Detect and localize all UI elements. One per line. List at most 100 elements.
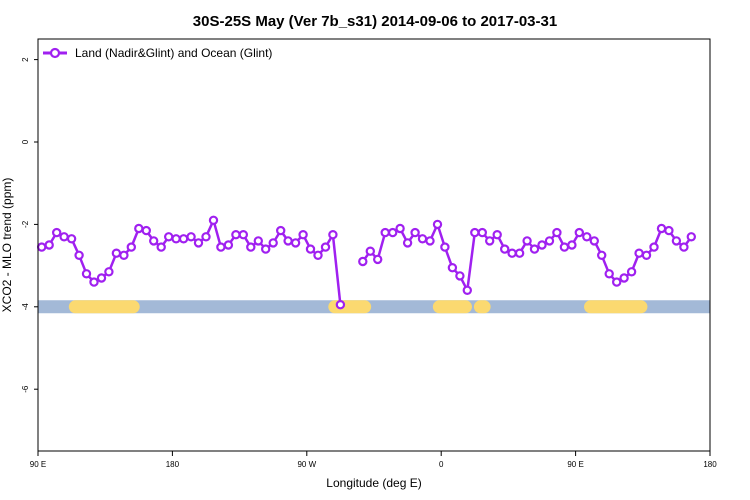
data-point — [604, 269, 614, 279]
data-point — [66, 234, 77, 244]
data-point — [290, 238, 301, 248]
data-point — [582, 232, 592, 242]
data-point — [477, 227, 487, 238]
data-point — [89, 277, 99, 287]
data-point — [328, 229, 338, 240]
x-axis-label: Longitude (deg E) — [326, 476, 421, 490]
data-point — [96, 273, 107, 283]
data-point — [208, 215, 219, 225]
data-point — [148, 236, 159, 246]
data-point — [268, 238, 278, 248]
y-tick-label: -6 — [21, 385, 30, 393]
data-point — [522, 236, 532, 246]
data-point — [298, 229, 308, 240]
data-point — [388, 227, 398, 238]
data-point — [612, 277, 622, 287]
data-point — [485, 236, 495, 246]
data-point — [358, 256, 368, 267]
data-point — [552, 227, 562, 238]
data-point — [425, 236, 435, 246]
data-point — [171, 234, 181, 244]
chart-title: 30S-25S May (Ver 7b_s31) 2014-09-06 to 2… — [193, 13, 557, 30]
data-point — [283, 236, 293, 246]
data-point — [410, 227, 420, 238]
y-axis-label: XCO2 - MLO trend (ppm) — [0, 178, 14, 313]
data-point — [440, 242, 450, 252]
data-point — [492, 229, 502, 240]
data-point — [141, 225, 151, 236]
data-point — [178, 234, 189, 244]
data-point — [567, 240, 577, 250]
data-point — [417, 234, 428, 244]
legend-marker — [49, 47, 61, 59]
data-point — [574, 227, 585, 238]
data-point — [276, 225, 286, 236]
x-tick-label: 90 E — [567, 460, 583, 469]
x-tick-label: 180 — [703, 460, 717, 469]
data-point — [470, 227, 480, 238]
data-point — [589, 236, 600, 246]
data-point — [111, 248, 122, 258]
data-point — [656, 223, 667, 234]
data-point — [216, 242, 226, 252]
data-point — [126, 242, 137, 252]
data-point — [201, 232, 211, 242]
data-point — [59, 232, 69, 242]
data-point — [507, 248, 517, 258]
data-point — [679, 242, 689, 252]
y-tick-label: 2 — [21, 57, 30, 62]
y-tick-label: 0 — [21, 139, 30, 144]
data-point — [186, 232, 196, 242]
data-point — [44, 240, 54, 250]
x-tick-label: 90 E — [30, 460, 46, 469]
data-point — [246, 242, 256, 252]
data-point — [634, 248, 644, 258]
data-point — [402, 238, 413, 248]
data-point — [626, 267, 637, 277]
data-point — [641, 250, 652, 260]
data-point — [320, 242, 331, 252]
data-point — [74, 250, 84, 260]
data-point — [432, 219, 443, 230]
data-point — [664, 225, 674, 236]
data-point — [52, 227, 62, 238]
data-point — [559, 242, 570, 252]
legend-label: Land (Nadir&Glint) and Ocean (Glint) — [75, 46, 272, 60]
data-point — [686, 232, 697, 242]
x-axis: 90 E 180 90 W 0 90 E 180 — [30, 451, 717, 469]
data-point — [455, 271, 465, 281]
y-tick-label: -2 — [21, 220, 30, 228]
data-point — [447, 263, 458, 273]
data-point — [81, 269, 92, 279]
data-point — [380, 227, 390, 238]
y-tick-label: -4 — [21, 303, 30, 311]
data-point — [156, 242, 166, 252]
data-point — [119, 250, 129, 260]
x-tick-label: 90 W — [297, 460, 316, 469]
data-point — [619, 273, 629, 283]
y-axis: 2 0 -2 -4 -6 — [21, 57, 38, 393]
x-tick-label: 180 — [166, 460, 180, 469]
data-point — [529, 244, 540, 254]
data-point — [313, 250, 323, 260]
data-point — [514, 248, 525, 258]
data-point — [395, 223, 405, 234]
data-point — [104, 267, 114, 277]
data-point — [253, 236, 263, 246]
data-point — [305, 244, 316, 254]
data-point — [261, 244, 271, 254]
data-point — [223, 240, 234, 250]
data-point — [134, 223, 144, 234]
data-series-layer — [37, 215, 697, 310]
data-point — [193, 238, 204, 248]
data-point — [37, 242, 47, 252]
plot-area-frame — [37, 38, 711, 452]
data-point — [373, 254, 383, 265]
data-point — [649, 242, 659, 252]
data-point — [231, 229, 241, 240]
x-tick-label: 0 — [439, 460, 444, 469]
data-point — [671, 236, 682, 246]
data-point — [500, 244, 510, 254]
legend: Land (Nadir&Glint) and Ocean (Glint) — [43, 46, 272, 60]
